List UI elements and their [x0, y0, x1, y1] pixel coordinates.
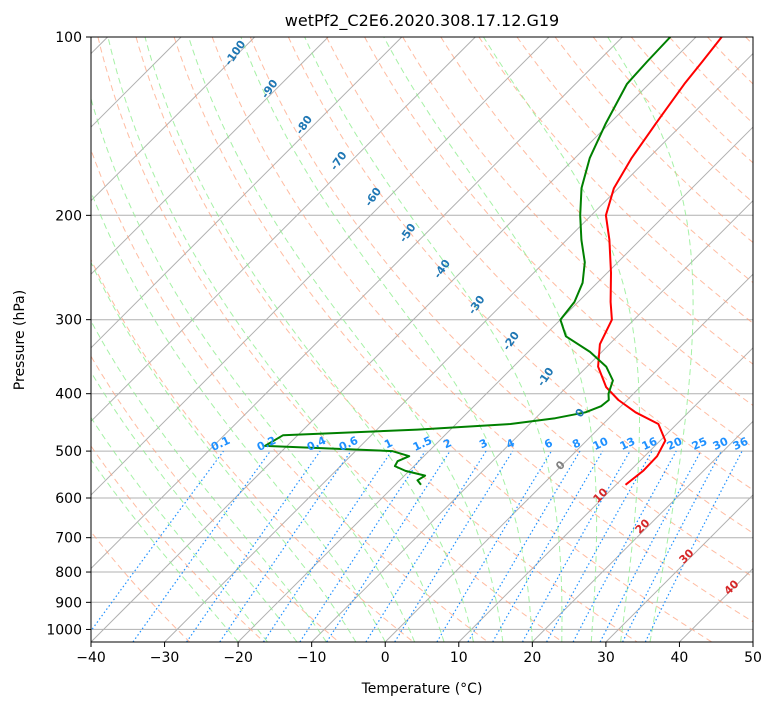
y-tick-label: 600 [55, 491, 82, 507]
y-tick-label: 800 [55, 565, 82, 581]
x-tick-label: −10 [297, 650, 327, 666]
x-tick-label: 40 [671, 650, 689, 666]
x-axis-label: Temperature (°C) [361, 681, 483, 697]
y-tick-label: 200 [55, 208, 82, 224]
y-tick-label: 700 [55, 531, 82, 547]
x-tick-label: 10 [450, 650, 468, 666]
y-tick-label: 900 [55, 595, 82, 611]
x-tick-label: −30 [150, 650, 180, 666]
x-tick-label: 50 [744, 650, 762, 666]
y-tick-label: 300 [55, 313, 82, 329]
y-tick-label: 1000 [46, 622, 82, 638]
x-tick-label: −40 [76, 650, 106, 666]
x-tick-label: 20 [523, 650, 541, 666]
y-tick-label: 400 [55, 387, 82, 403]
y-tick-label: 100 [55, 30, 82, 46]
x-tick-label: 0 [381, 650, 390, 666]
chart-title: wetPf2_C2E6.2020.308.17.12.G19 [285, 11, 559, 31]
y-tick-label: 500 [55, 444, 82, 460]
x-tick-label: 30 [597, 650, 615, 666]
x-tick-label: −20 [223, 650, 253, 666]
y-axis-label: Pressure (hPa) [12, 290, 28, 390]
